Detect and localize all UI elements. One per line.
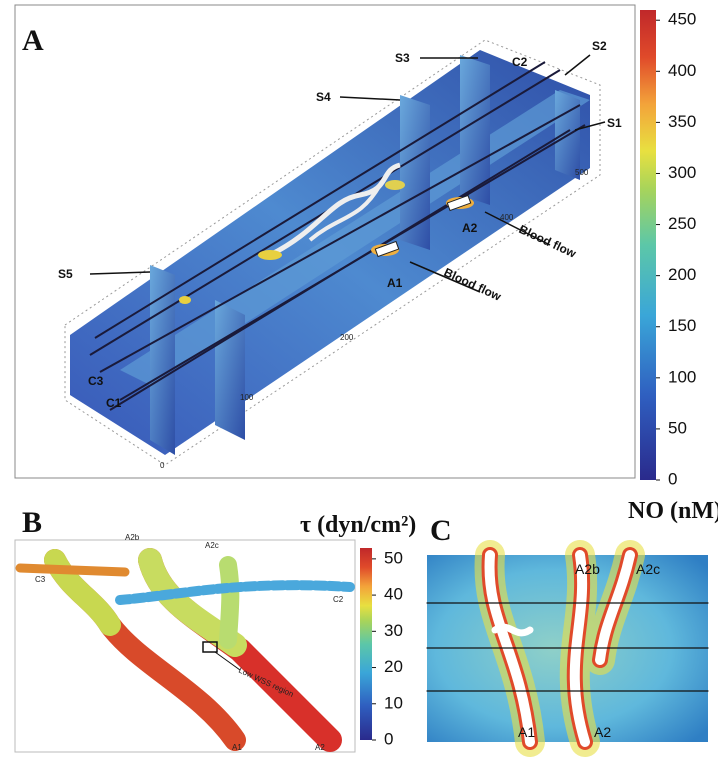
annotation: A1 (518, 724, 535, 740)
annotation: S4 (316, 90, 331, 104)
panel-a-render: 100 200 400 500 0 (64, 39, 606, 470)
colorbar-tick-label: 0 (384, 729, 393, 748)
colorbar-tick-label: 250 (668, 214, 696, 233)
colorbar-tick-label: 350 (668, 112, 696, 131)
annotation: S3 (395, 51, 410, 65)
annotation: S2 (592, 39, 607, 53)
annotation: A2b (575, 561, 600, 577)
svg-text:500: 500 (575, 168, 589, 177)
annotation: A1 (387, 276, 403, 290)
panel-label: C (430, 514, 452, 547)
annotation: A2 (315, 743, 325, 752)
annotation: C3 (35, 575, 46, 584)
colorbar-tick-label: 30 (384, 621, 403, 640)
colorbar-tick-label: 40 (384, 585, 403, 604)
colorbar (640, 10, 656, 480)
panel-label: A (22, 24, 44, 57)
annotation: A2c (205, 541, 219, 550)
annotation: C3 (88, 374, 104, 388)
annotation: S5 (58, 267, 73, 281)
colorbar-tick-label: 150 (668, 316, 696, 335)
colorbar-tick-label: 10 (384, 693, 403, 712)
annotation: A2b (125, 533, 140, 542)
annotation: C2 (512, 55, 528, 69)
colorbar-title: τ (dyn/cm²) (300, 512, 416, 538)
annotation: C1 (106, 396, 122, 410)
annotation: S1 (607, 116, 622, 130)
colorbar-tick-label: 0 (668, 469, 677, 488)
colorbar-tick-label: 400 (668, 61, 696, 80)
colorbar (360, 548, 372, 740)
panel-b-render (15, 548, 355, 752)
colorbar-title: NO (nM) (628, 498, 718, 524)
svg-text:400: 400 (500, 213, 514, 222)
annotation: A2 (462, 221, 478, 235)
svg-text:100: 100 (240, 393, 254, 402)
colorbar-tick-label: 100 (668, 367, 696, 386)
panel-label: B (22, 506, 42, 539)
colorbar-tick-label: 450 (668, 10, 696, 29)
annotation: A2c (636, 561, 660, 577)
annotation: A1 (232, 743, 242, 752)
colorbar-tick-label: 50 (384, 548, 403, 567)
colorbar-tick-label: 50 (668, 418, 687, 437)
colorbar-tick-label: 20 (384, 657, 403, 676)
svg-text:0: 0 (160, 461, 165, 470)
annotation: A2 (594, 724, 611, 740)
colorbar-tick-label: 300 (668, 163, 696, 182)
annotation: C2 (333, 595, 344, 604)
colorbar-tick-label: 200 (668, 265, 696, 284)
panel-c-render (426, 540, 709, 757)
svg-text:200: 200 (340, 333, 354, 342)
